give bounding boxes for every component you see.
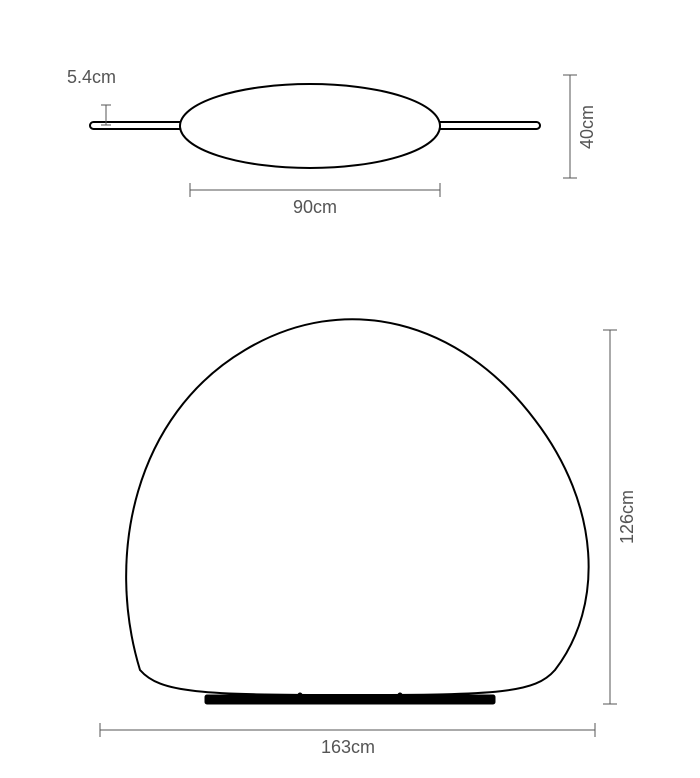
dim-40cm bbox=[563, 75, 577, 178]
dim-126cm-label: 126cm bbox=[617, 490, 637, 544]
base-dot bbox=[298, 693, 303, 698]
dim-90cm bbox=[190, 183, 440, 197]
dim-thickness-label: 5.4cm bbox=[67, 67, 116, 87]
top-view: 5.4cm 90cm 40cm bbox=[67, 67, 597, 217]
dim-163cm-label: 163cm bbox=[321, 737, 375, 757]
dim-163cm bbox=[100, 723, 595, 737]
dim-126cm bbox=[603, 330, 617, 704]
dim-40cm-label: 40cm bbox=[577, 105, 597, 149]
front-view: 126cm 163cm bbox=[100, 319, 637, 757]
base-dot bbox=[398, 693, 403, 698]
base-plate bbox=[205, 695, 495, 704]
pebble-outline bbox=[126, 319, 588, 695]
top-ellipse bbox=[180, 84, 440, 168]
dim-90cm-label: 90cm bbox=[293, 197, 337, 217]
